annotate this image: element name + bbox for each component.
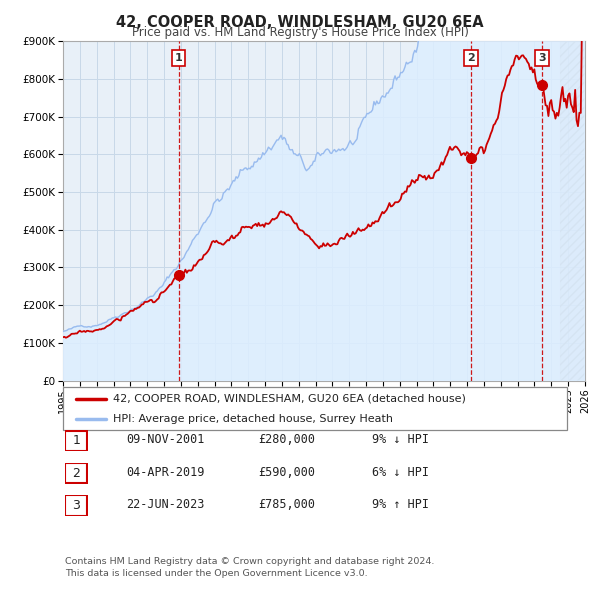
Text: 2: 2: [467, 53, 475, 63]
Text: 42, COOPER ROAD, WINDLESHAM, GU20 6EA (detached house): 42, COOPER ROAD, WINDLESHAM, GU20 6EA (d…: [113, 394, 466, 404]
Text: 2: 2: [72, 467, 80, 480]
Text: £280,000: £280,000: [258, 433, 315, 446]
FancyBboxPatch shape: [65, 463, 87, 483]
Text: 9% ↑ HPI: 9% ↑ HPI: [372, 498, 429, 511]
Text: 09-NOV-2001: 09-NOV-2001: [126, 433, 205, 446]
Bar: [560, 41, 585, 381]
Text: 1: 1: [72, 434, 80, 447]
Text: £785,000: £785,000: [258, 498, 315, 511]
Text: 1: 1: [175, 53, 182, 63]
Text: £590,000: £590,000: [258, 466, 315, 478]
Text: 04-APR-2019: 04-APR-2019: [126, 466, 205, 478]
Text: 6% ↓ HPI: 6% ↓ HPI: [372, 466, 429, 478]
FancyBboxPatch shape: [63, 387, 567, 430]
Text: 3: 3: [72, 499, 80, 512]
FancyBboxPatch shape: [65, 496, 87, 516]
Text: This data is licensed under the Open Government Licence v3.0.: This data is licensed under the Open Gov…: [65, 569, 367, 578]
Text: 3: 3: [539, 53, 546, 63]
Text: 9% ↓ HPI: 9% ↓ HPI: [372, 433, 429, 446]
Text: 22-JUN-2023: 22-JUN-2023: [126, 498, 205, 511]
Text: Contains HM Land Registry data © Crown copyright and database right 2024.: Contains HM Land Registry data © Crown c…: [65, 558, 434, 566]
FancyBboxPatch shape: [65, 431, 87, 451]
Text: Price paid vs. HM Land Registry's House Price Index (HPI): Price paid vs. HM Land Registry's House …: [131, 26, 469, 39]
Text: 42, COOPER ROAD, WINDLESHAM, GU20 6EA: 42, COOPER ROAD, WINDLESHAM, GU20 6EA: [116, 15, 484, 30]
Text: HPI: Average price, detached house, Surrey Heath: HPI: Average price, detached house, Surr…: [113, 414, 394, 424]
Bar: [560, 41, 585, 381]
